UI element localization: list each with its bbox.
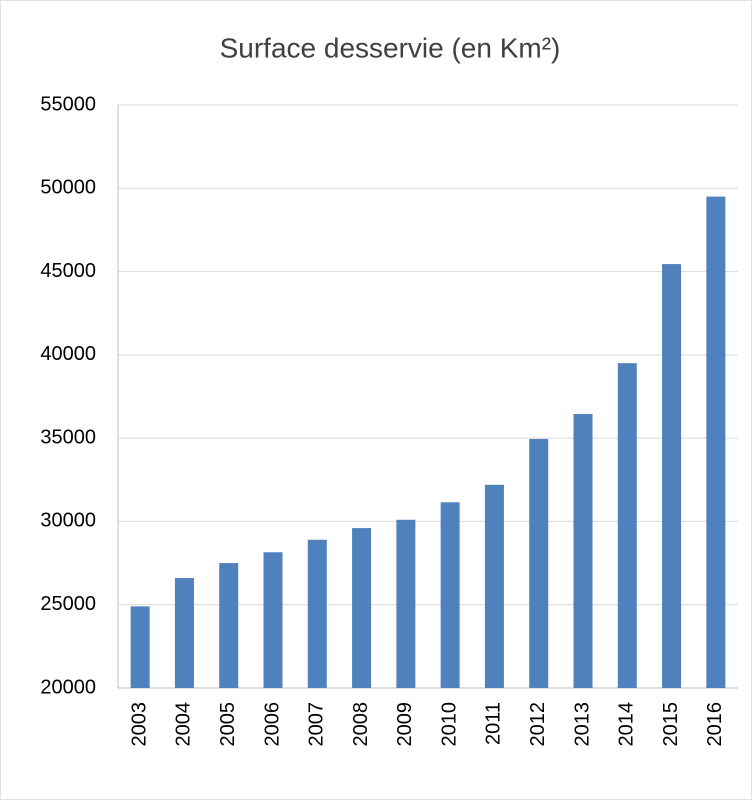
y-tick-label: 50000 (40, 177, 96, 199)
x-tick-label: 2007 (306, 702, 328, 747)
bar (174, 578, 194, 688)
y-tick-label: 55000 (40, 93, 96, 115)
x-tick-label: 2009 (394, 702, 416, 747)
x-tick-label: 2006 (261, 702, 283, 747)
bar (130, 606, 150, 688)
x-tick-label: 2008 (350, 702, 372, 747)
x-tick-label: 2016 (704, 702, 726, 747)
x-tick-label: 2011 (483, 702, 505, 745)
y-tick-label: 40000 (40, 343, 96, 365)
bar (440, 502, 460, 688)
x-tick-label: 2014 (616, 702, 638, 747)
x-tick-label: 2004 (173, 702, 195, 747)
x-tick-label: 2005 (217, 702, 239, 747)
y-tick-label: 30000 (40, 510, 96, 532)
bar (219, 563, 239, 688)
x-tick-label: 2013 (571, 702, 593, 747)
bar (662, 264, 682, 688)
bar (573, 413, 593, 688)
x-tick-label: 2012 (527, 702, 549, 747)
x-tick-label: 2010 (438, 702, 460, 747)
y-tick-label: 35000 (40, 426, 96, 448)
bar (396, 519, 416, 688)
y-tick-label: 45000 (40, 260, 96, 282)
x-tick-label: 2015 (660, 702, 682, 747)
bar (263, 552, 283, 688)
y-tick-label: 25000 (40, 593, 96, 615)
bar (352, 528, 372, 688)
chart-title: Surface desservie (en Km²) (220, 32, 561, 63)
y-tick-label: 20000 (40, 676, 96, 698)
bar (307, 539, 327, 688)
bar (706, 196, 726, 688)
bar (529, 438, 549, 688)
bar (617, 363, 637, 688)
bar (484, 484, 504, 688)
x-tick-label: 2003 (128, 702, 150, 747)
